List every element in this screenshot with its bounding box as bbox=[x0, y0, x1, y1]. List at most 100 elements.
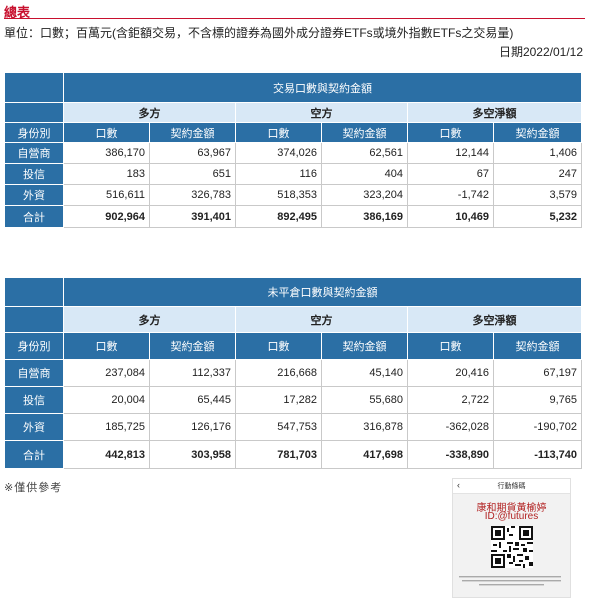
table-row: 投信 183 651 116 404 67 247 bbox=[4, 163, 582, 185]
table-row: 自營商 386,170 63,967 374,026 62,561 12,144… bbox=[4, 142, 582, 164]
cell: 386,170 bbox=[63, 142, 150, 164]
col-header: 口數 bbox=[63, 122, 150, 143]
col-header: 契約金額 bbox=[321, 332, 408, 360]
table-corner bbox=[4, 277, 64, 307]
promo-id: ID:@futures bbox=[484, 511, 539, 522]
chevron-left-icon[interactable]: ‹ bbox=[457, 480, 460, 490]
table-corner bbox=[4, 102, 64, 123]
row-label: 自營商 bbox=[4, 359, 64, 387]
row-label: 投信 bbox=[4, 386, 64, 414]
cell: -113,740 bbox=[492, 440, 583, 469]
cell: 417,698 bbox=[321, 440, 408, 469]
group-header-net: 多空淨額 bbox=[407, 102, 582, 123]
cell: 404 bbox=[321, 163, 408, 185]
col-header: 契約金額 bbox=[492, 332, 583, 360]
cell: 323,204 bbox=[321, 184, 408, 206]
cell: 651 bbox=[149, 163, 236, 185]
cell: 63,967 bbox=[149, 142, 236, 164]
group-header-short: 空方 bbox=[235, 306, 408, 333]
promo-card: ‹ 行動條碼 康和期貨黃榆婷 ID:@futures bbox=[452, 478, 571, 598]
cell: 185,725 bbox=[63, 413, 150, 441]
table-title: 未平倉口數與契約金額 bbox=[62, 277, 583, 307]
cell: 126,176 bbox=[149, 413, 236, 441]
cell: 45,140 bbox=[321, 359, 408, 387]
col-header: 口數 bbox=[235, 332, 322, 360]
cell: 518,353 bbox=[235, 184, 322, 206]
cell: 17,282 bbox=[235, 386, 322, 414]
table-row: 投信 20,004 65,445 17,282 55,680 2,722 9,7… bbox=[4, 386, 583, 414]
promo-top-bar: ‹ 行動條碼 bbox=[453, 479, 570, 494]
open-interest-table: 未平倉口數與契約金額 多方 空方 多空淨額 身份別 口數 契約金額 口數 契約金… bbox=[4, 277, 583, 469]
cell: 316,878 bbox=[321, 413, 408, 441]
group-header-net: 多空淨額 bbox=[406, 306, 583, 333]
table-total-row: 合計 442,813 303,958 781,703 417,698 -338,… bbox=[4, 440, 583, 469]
col-header: 契約金額 bbox=[149, 122, 236, 143]
cell: 5,232 bbox=[493, 205, 582, 228]
group-header-long: 多方 bbox=[63, 306, 236, 333]
cell: 3,579 bbox=[493, 184, 582, 206]
cell: 326,783 bbox=[149, 184, 236, 206]
promo-header: 行動條碼 bbox=[497, 483, 526, 490]
group-header-short: 空方 bbox=[235, 102, 408, 123]
col-header: 口數 bbox=[407, 122, 494, 143]
cell: 112,337 bbox=[149, 359, 236, 387]
cell: 20,416 bbox=[407, 359, 494, 387]
unit-note: 單位：口數；百萬元(含鉅額交易，不含標的證券為國外成分證券ETFs或境外指數ET… bbox=[4, 26, 514, 40]
disclaimer-note: ※僅供參考 bbox=[4, 482, 63, 494]
cell: 216,668 bbox=[235, 359, 322, 387]
table-title: 交易口數與契約金額 bbox=[63, 72, 582, 103]
cell: 442,813 bbox=[63, 440, 150, 469]
cell: 547,753 bbox=[235, 413, 322, 441]
cell: 183 bbox=[63, 163, 150, 185]
table-corner bbox=[4, 306, 64, 333]
cell: 20,004 bbox=[63, 386, 150, 414]
identity-header: 身份別 bbox=[4, 332, 64, 360]
cell: 62,561 bbox=[321, 142, 408, 164]
cell: -190,702 bbox=[492, 413, 583, 441]
cell: 303,958 bbox=[149, 440, 236, 469]
row-label: 合計 bbox=[4, 205, 64, 228]
cell: 10,469 bbox=[407, 205, 494, 228]
promo-name: 康和期貨黃榆婷 bbox=[476, 503, 547, 514]
identity-header: 身份別 bbox=[4, 122, 64, 143]
cell: 1,406 bbox=[493, 142, 582, 164]
table-corner bbox=[4, 72, 64, 103]
col-header: 契約金額 bbox=[149, 332, 236, 360]
row-label: 外資 bbox=[4, 413, 64, 441]
cell: -1,742 bbox=[407, 184, 494, 206]
cell: 9,765 bbox=[492, 386, 583, 414]
table-total-row: 合計 902,964 391,401 892,495 386,169 10,46… bbox=[4, 205, 582, 228]
cell: 12,144 bbox=[407, 142, 494, 164]
col-header: 契約金額 bbox=[321, 122, 408, 143]
col-header: 口數 bbox=[407, 332, 494, 360]
qr-code-icon[interactable] bbox=[491, 526, 533, 568]
cell: 516,611 bbox=[63, 184, 150, 206]
cell: 386,169 bbox=[321, 205, 408, 228]
cell: 391,401 bbox=[149, 205, 236, 228]
page-title: 總表 bbox=[4, 5, 31, 20]
title-divider bbox=[4, 18, 585, 19]
cell: 67,197 bbox=[492, 359, 583, 387]
table-row: 外資 516,611 326,783 518,353 323,204 -1,74… bbox=[4, 184, 582, 206]
row-label: 投信 bbox=[4, 163, 64, 185]
report-date: 日期2022/01/12 bbox=[498, 45, 583, 59]
row-label: 外資 bbox=[4, 184, 64, 206]
table-row: 外資 185,725 126,176 547,753 316,878 -362,… bbox=[4, 413, 583, 441]
cell: 65,445 bbox=[149, 386, 236, 414]
cell: 2,722 bbox=[407, 386, 494, 414]
cell: 902,964 bbox=[63, 205, 150, 228]
group-header-long: 多方 bbox=[63, 102, 236, 123]
cell: 55,680 bbox=[321, 386, 408, 414]
cell: -362,028 bbox=[407, 413, 494, 441]
cell: 374,026 bbox=[235, 142, 322, 164]
cell: 237,084 bbox=[63, 359, 150, 387]
table-row: 自營商 237,084 112,337 216,668 45,140 20,41… bbox=[4, 359, 583, 387]
row-label: 自營商 bbox=[4, 142, 64, 164]
col-header: 口數 bbox=[235, 122, 322, 143]
col-header: 契約金額 bbox=[493, 122, 582, 143]
cell: 116 bbox=[235, 163, 322, 185]
promo-footer-decoration bbox=[459, 575, 564, 591]
cell: 67 bbox=[407, 163, 494, 185]
cell: -338,890 bbox=[407, 440, 494, 469]
trading-volume-table: 交易口數與契約金額 多方 空方 多空淨額 身份別 口數 契約金額 口數 契約金額… bbox=[4, 72, 582, 228]
